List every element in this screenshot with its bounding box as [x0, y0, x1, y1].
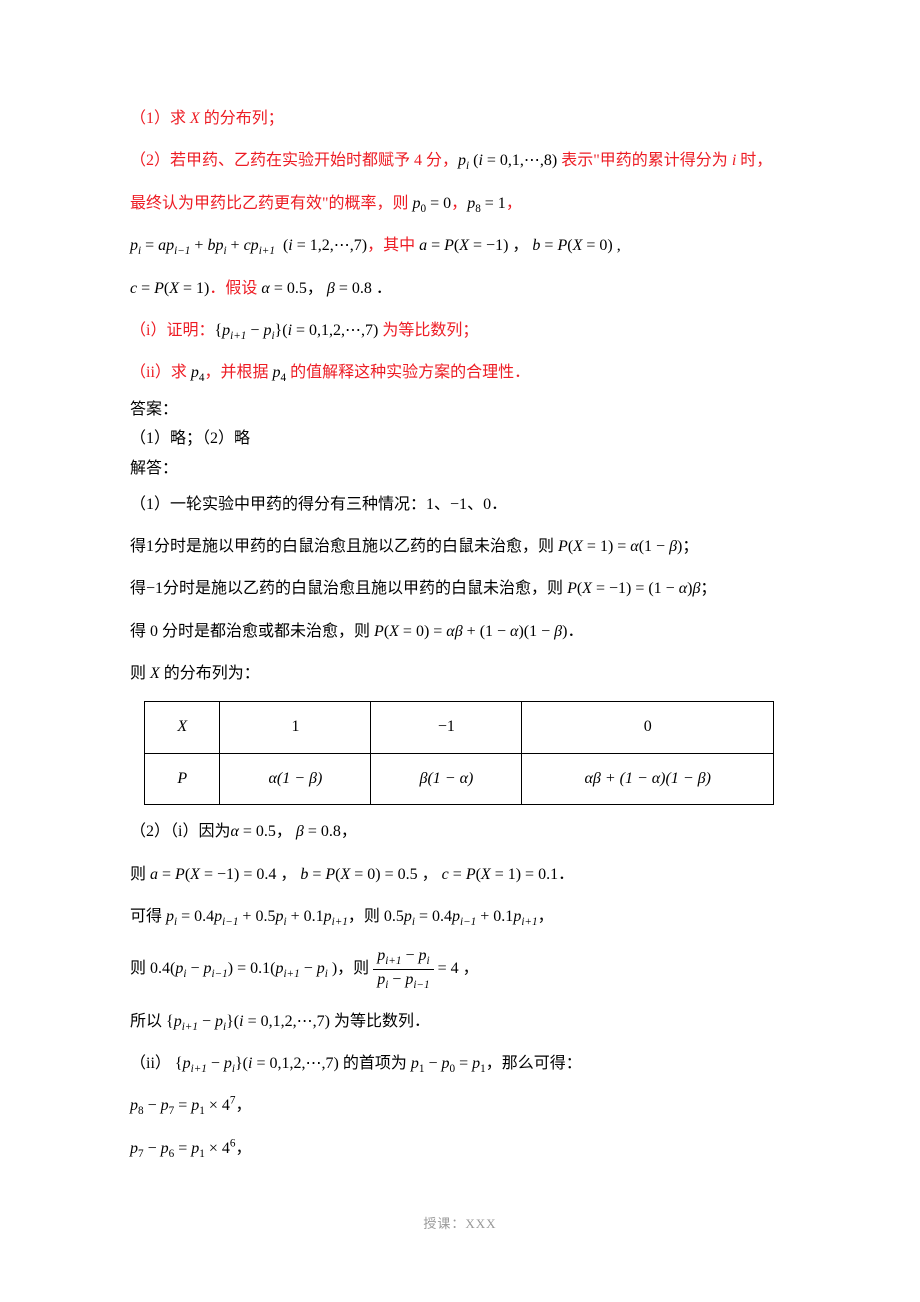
solution-2i-abc: 则 a = P(X = −1) = 0.4 ， b = P(X = 0) = 0…	[130, 856, 790, 894]
answer-text: （1）略；（2）略	[130, 426, 790, 452]
solution-2ii-eq1: p8 − p7 = p1 × 47，	[130, 1087, 790, 1125]
table-cell: −1	[371, 702, 522, 753]
equation-pi: pi = api−1 + bpi + cpi+1 (i = 1,2,⋯,7)，其…	[130, 227, 790, 265]
sub-question-i: （i）证明：{pi+1 − pi}(i = 0,1,2,⋯,7) 为等比数列；	[130, 312, 790, 350]
solution-2ii: （ii） {pi+1 − pi}(i = 0,1,2,⋯,7) 的首项为 p1 …	[130, 1045, 790, 1083]
solution-1c: 得 0 分时是都治愈或都未治愈，则 P(X = 0) = αβ + (1 − α…	[130, 613, 790, 651]
page-footer: 授课：XXX	[130, 1208, 790, 1239]
q2-text-b: 表示"甲药的累计得分为 i 时，	[561, 152, 772, 169]
solution-2ii-eq2: p7 − p6 = p1 × 46，	[130, 1130, 790, 1168]
table-cell: P	[145, 753, 220, 804]
table-cell: 0	[522, 702, 774, 753]
q2-line2-a: 最终认为甲药比乙药更有效"的概率，则	[130, 195, 413, 212]
q2-text-a: （2）若甲药、乙药在实验开始时都赋予 4 分，	[130, 152, 458, 169]
table-cell: 1	[220, 702, 371, 753]
table-cell: α(1 − β)	[220, 753, 371, 804]
solution-2i-conclusion: 所以 {pi+1 − pi}(i = 0,1,2,⋯,7) 为等比数列．	[130, 1003, 790, 1041]
table-cell: X	[145, 702, 220, 753]
distribution-label: 则 X 的分布列为：	[130, 655, 790, 693]
distribution-table: X 1 −1 0 P α(1 − β) β(1 − α) αβ + (1 − α…	[144, 701, 774, 805]
solution-1b: 得−1分时是施以乙药的白鼠治愈且施以甲药的白鼠未治愈，则 P(X = −1) =…	[130, 570, 790, 608]
answer-label: 答案：	[130, 397, 790, 423]
solution-1: （1）一轮实验中甲药的得分有三种情况：1、−1、0．	[130, 486, 790, 524]
sub-question-ii: （ii）求 p4，并根据 p4 的值解释这种实验方案的合理性．	[130, 354, 790, 392]
equation-c-assume: c = P(X = 1)．假设 α = 0.5， β = 0.8 ．	[130, 270, 790, 308]
solution-2i-given: （2）（i）因为α = 0.5， β = 0.8，	[130, 813, 790, 851]
question-2-line1: （2）若甲药、乙药在实验开始时都赋予 4 分，pi (i = 0,1,⋯,8) …	[130, 142, 790, 180]
table-row: X 1 −1 0	[145, 702, 774, 753]
solution-2i-derive: 可得 pi = 0.4pi−1 + 0.5pi + 0.1pi+1，则 0.5p…	[130, 898, 790, 936]
table-cell: β(1 − α)	[371, 753, 522, 804]
table-cell: αβ + (1 − α)(1 − β)	[522, 753, 774, 804]
question-2-line2: 最终认为甲药比乙药更有效"的概率，则 p0 = 0，p8 = 1，	[130, 185, 790, 223]
table-row: P α(1 − β) β(1 − α) αβ + (1 − α)(1 − β)	[145, 753, 774, 804]
solution-2i-ratio: 则 0.4(pi − pi−1) = 0.1(pi+1 − pi )，则 pi+…	[130, 946, 790, 992]
solution-1a: 得1分时是施以甲药的白鼠治愈且施以乙药的白鼠未治愈，则 P(X = 1) = α…	[130, 528, 790, 566]
question-1: （1）求 X 的分布列；	[130, 100, 790, 138]
solution-label: 解答：	[130, 456, 790, 482]
